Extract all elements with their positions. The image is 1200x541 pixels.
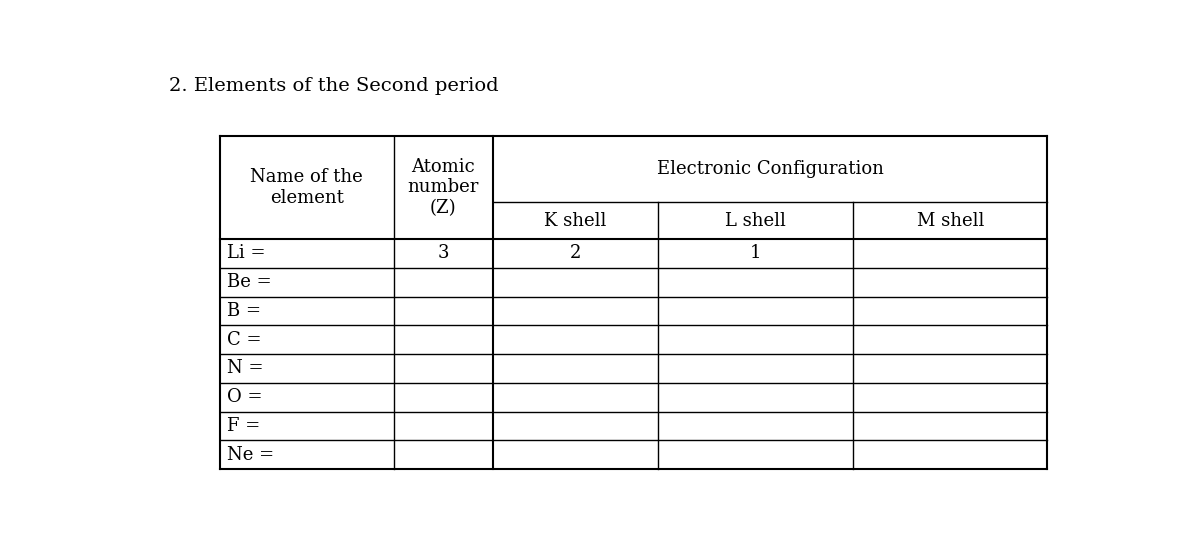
Text: B =: B =	[227, 302, 262, 320]
Text: Ne =: Ne =	[227, 446, 275, 464]
Text: Be =: Be =	[227, 273, 272, 291]
Text: C =: C =	[227, 331, 262, 348]
Text: N =: N =	[227, 359, 264, 378]
Text: K shell: K shell	[545, 212, 607, 230]
Text: Li =: Li =	[227, 245, 265, 262]
Text: 2: 2	[570, 245, 581, 262]
Text: Electronic Configuration: Electronic Configuration	[656, 160, 883, 178]
Text: 2. Elements of the Second period: 2. Elements of the Second period	[168, 77, 498, 95]
Text: L shell: L shell	[725, 212, 786, 230]
Text: O =: O =	[227, 388, 263, 406]
Text: F =: F =	[227, 417, 260, 435]
Text: M shell: M shell	[917, 212, 984, 230]
Text: 1: 1	[750, 245, 762, 262]
Text: 3: 3	[438, 245, 449, 262]
Text: Name of the
element: Name of the element	[251, 168, 364, 207]
Text: Atomic
number
(Z): Atomic number (Z)	[408, 157, 479, 217]
